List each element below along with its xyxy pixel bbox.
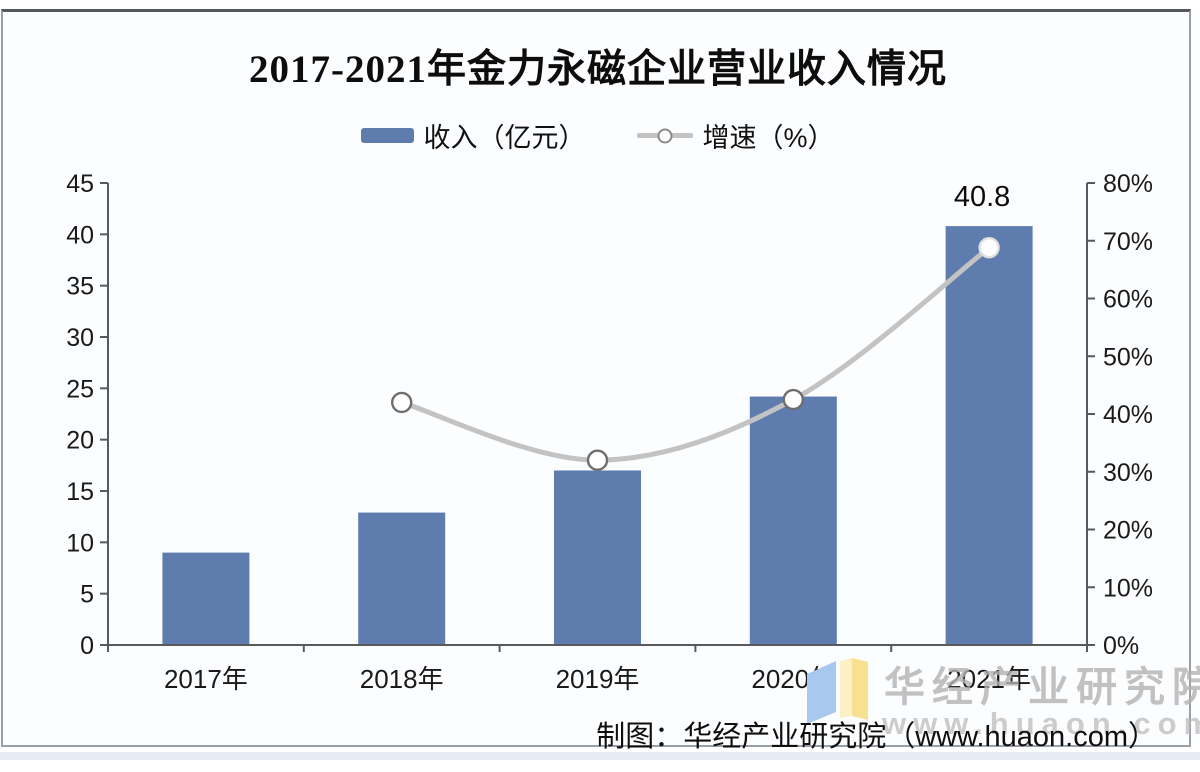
plot-area: 0 5 10 15 20 25 30 35 40 45 0% 10% 20% 30% 40% 50% 60% 70… bbox=[66, 170, 1153, 694]
watermark-brand-text: 华经产业研究院 bbox=[884, 664, 1200, 710]
legend-label-revenue: 收入（亿元） bbox=[423, 123, 586, 153]
bar-2020年 bbox=[749, 396, 837, 645]
right-axis-label: 0% bbox=[1103, 632, 1139, 660]
legend-label-growth: 增速（%） bbox=[702, 123, 835, 153]
right-axis-label: 20% bbox=[1103, 517, 1153, 545]
right-axis-label: 50% bbox=[1103, 343, 1153, 371]
right-axis-label: 30% bbox=[1103, 459, 1153, 487]
left-axis-label: 35 bbox=[66, 273, 94, 301]
left-axis-label: 5 bbox=[80, 581, 94, 609]
bottom-strip bbox=[0, 752, 1200, 760]
right-axis-label: 40% bbox=[1103, 401, 1153, 429]
bar-2017年 bbox=[162, 552, 250, 645]
chart-frame: 2017-2021年金力永磁企业营业收入情况 收入（亿元） 增速（%） 0 5 10… bbox=[1, 9, 1200, 753]
growth-marker bbox=[391, 391, 413, 414]
growth-marker bbox=[586, 449, 609, 471]
left-axis-label: 10 bbox=[66, 529, 94, 557]
legend: 收入（亿元） 增速（%） bbox=[3, 116, 1193, 155]
bar-2021年 bbox=[945, 226, 1033, 645]
left-axis-label: 20 bbox=[66, 427, 94, 455]
x-axis-label: 2019年 bbox=[556, 664, 640, 694]
x-axis-label: 2021年 bbox=[947, 664, 1031, 694]
watermark-url-text: www.huaon.com bbox=[882, 706, 1200, 741]
x-axis-label: 2018年 bbox=[360, 664, 444, 694]
left-axis-label: 30 bbox=[66, 324, 94, 352]
left-axis-label: 40 bbox=[66, 221, 94, 249]
right-axis-label: 10% bbox=[1103, 574, 1153, 602]
left-axis-label: 25 bbox=[66, 375, 94, 403]
legend-bar-swatch bbox=[361, 128, 415, 143]
left-axis-label: 0 bbox=[80, 632, 94, 660]
legend-item-revenue: 收入（亿元） bbox=[361, 116, 585, 155]
legend-item-growth: 增速（%） bbox=[637, 116, 835, 155]
bar-2018年 bbox=[358, 512, 446, 645]
left-axis-label: 45 bbox=[66, 170, 94, 198]
growth-marker bbox=[782, 388, 804, 411]
right-axis-label: 60% bbox=[1103, 286, 1153, 314]
left-axis-label: 15 bbox=[66, 478, 94, 506]
chart-title: 2017-2021年金力永磁企业营业收入情况 bbox=[249, 48, 947, 91]
right-axis-label: 80% bbox=[1103, 170, 1153, 198]
bar-2019年 bbox=[554, 470, 641, 645]
bar-value-label: 40.8 bbox=[954, 181, 1010, 213]
growth-marker bbox=[978, 236, 1000, 259]
legend-line-marker-icon bbox=[657, 128, 673, 143]
attribution-text: 制图：华经产业研究院（www.huaon.com） bbox=[596, 721, 1157, 753]
x-axis-label: 2017年 bbox=[164, 664, 248, 694]
legend-line-swatch bbox=[637, 128, 694, 143]
growth-line bbox=[399, 245, 992, 463]
watermark-logo-icon bbox=[807, 658, 868, 724]
right-axis-label: 70% bbox=[1103, 228, 1153, 256]
